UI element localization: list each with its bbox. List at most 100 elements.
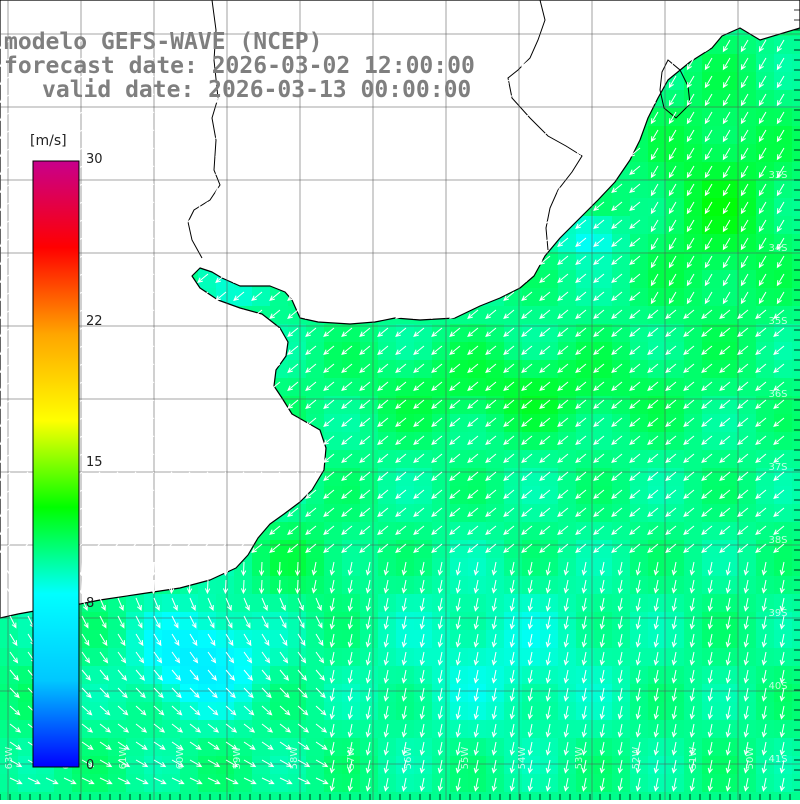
wind-arrow [395,183,407,194]
wind-arrow [233,381,245,392]
wind-arrow [722,75,731,89]
wind-arrow [743,579,749,594]
wind-arrow [323,345,335,356]
wind-arrow [701,309,713,320]
wind-arrow [305,183,317,194]
wind-arrow [485,453,497,464]
wind-arrow [189,687,200,699]
wind-arrow [539,363,551,374]
wind-arrow [419,615,425,630]
wind-cell [702,144,721,163]
wind-arrow [233,201,245,212]
wind-arrow [323,525,335,536]
wind-arrow [722,165,731,179]
wind-cell [756,90,775,109]
wind-cell [702,108,721,127]
wind-arrow [89,57,101,68]
wind-arrow [449,57,461,68]
wind-arrow [671,705,677,720]
wind-arrow [395,453,407,464]
wind-arrow [305,219,317,230]
wind-arrow [557,291,569,302]
wind-arrow [341,93,353,104]
wind-cell [648,468,667,487]
wind-arrow [704,165,713,179]
wind-arrow [593,507,605,518]
wind-arrow [0,147,11,157]
latitude-label: 34S [768,243,787,254]
wind-arrow [509,687,515,702]
wind-arrow [485,417,497,428]
wind-arrow [143,111,155,122]
wind-arrow [611,525,623,536]
wind-cell [216,774,235,793]
wind-cell [468,540,487,559]
wind-arrow [125,129,137,140]
wind-arrow [233,489,245,500]
wind-arrow [251,57,263,68]
wind-arrow [197,363,209,374]
wind-cell [306,522,325,541]
longitude-label: 59W [232,747,243,770]
wind-arrow [395,147,407,158]
wind-cell [612,468,631,487]
wind-arrow [197,129,209,140]
wind-arrow [413,255,425,266]
wind-cell [702,270,721,289]
wind-cell [270,594,289,613]
wind-arrow [593,147,605,158]
wind-cell [684,450,703,469]
wind-cell [756,432,775,451]
wind-arrow [722,57,731,71]
wind-arrow [629,435,641,446]
wind-arrow [9,615,17,629]
wind-arrow [359,489,371,500]
wind-arrow [503,165,515,176]
wind-cell [18,720,37,739]
wind-cell [756,396,775,415]
wind-arrow [557,201,569,212]
wind-arrow [377,489,389,500]
wind-arrow [215,183,227,194]
wind-arrow [431,363,443,374]
wind-arrow [323,255,335,266]
wind-arrow [635,687,641,702]
wind-arrow [431,219,443,230]
wind-cell [504,306,523,325]
wind-arrow [593,255,605,266]
wind-cell [180,720,199,739]
wind-arrow [132,561,139,577]
wind-arrow [341,399,353,410]
wind-arrow [527,597,533,612]
wind-arrow [261,633,270,647]
wind-arrow [722,201,731,215]
wind-cell [558,342,577,361]
wind-arrow [161,453,173,464]
wind-cell [108,756,127,775]
wind-cell [540,540,559,559]
wind-arrow [467,435,479,446]
wind-arrow [722,111,731,125]
wind-arrow [323,327,335,338]
wind-arrow [704,147,713,161]
wind-arrow [485,543,497,554]
wind-cell [36,792,55,804]
wind-cell [108,630,127,649]
wind-cell [288,648,307,667]
wind-arrow [686,291,695,305]
wind-arrow [593,489,605,500]
wind-arrow [653,633,659,648]
wind-arrow [707,687,713,702]
wind-arrow [305,57,317,68]
wind-cell [432,486,451,505]
wind-arrow [383,633,389,648]
wind-arrow [575,147,587,158]
wind-arrow [485,345,497,356]
wind-arrow [467,219,479,230]
wind-arrow [383,741,389,756]
wind-arrow [629,93,641,104]
wind-arrow [671,741,677,756]
wind-cell [684,126,703,145]
wind-cell [738,72,757,91]
wind-cell [522,792,541,804]
